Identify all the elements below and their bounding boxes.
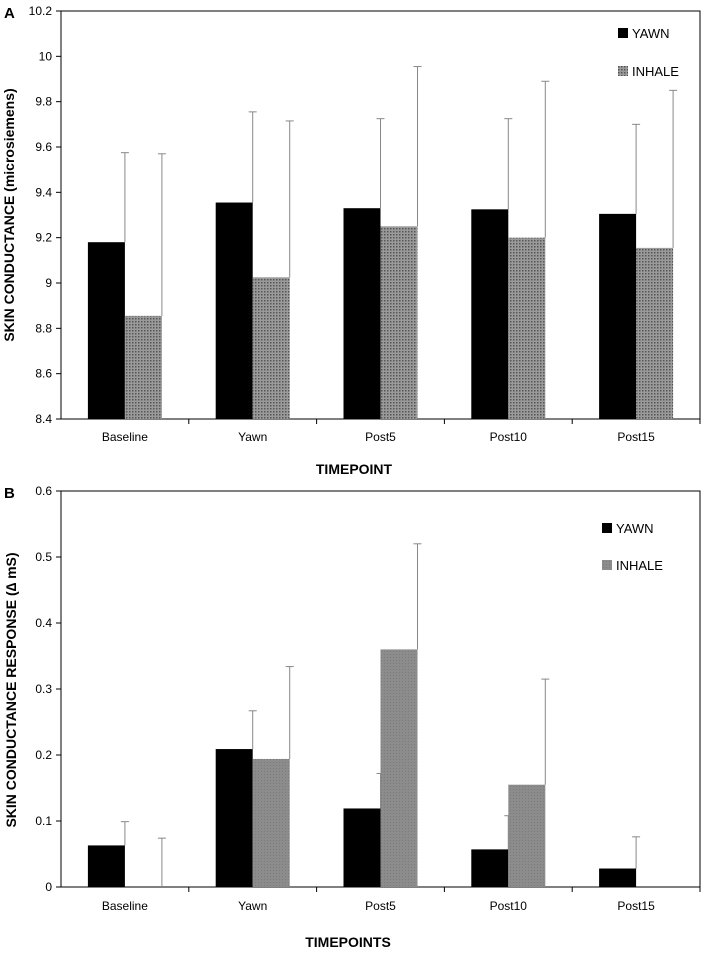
panel-b-bars — [87, 543, 641, 887]
panel-b-legend: YAWN INHALE — [602, 521, 663, 573]
x-tick-label: Post5 — [365, 899, 396, 913]
y-tick-label: 8.8 — [35, 321, 52, 335]
bar-yawn-post5 — [343, 808, 381, 887]
legend-swatch-inhale — [602, 560, 612, 570]
y-tick-label: 10 — [39, 49, 53, 63]
panel-b-x-title: TIMEPOINTS — [305, 934, 391, 950]
y-tick-label: 0.6 — [35, 484, 52, 498]
x-tick-label: Yawn — [238, 430, 267, 444]
bar-inhale-post15 — [636, 247, 674, 419]
x-tick-label: Post5 — [365, 430, 396, 444]
legend-swatch-inhale — [618, 66, 628, 76]
y-tick-label: 9.2 — [35, 231, 52, 245]
panel-b: B 0 0.1 0.2 0.3 0.4 0.5 0.6 Baseline Yawn Post5 Po… — [3, 484, 701, 950]
y-tick-label: 0.4 — [35, 616, 52, 630]
bar-yawn-post15 — [599, 213, 637, 419]
legend-swatch-yawn — [602, 523, 612, 533]
panel-b-y-title: SKIN CONDUCTANCE RESPONSE (∆ mS) — [3, 552, 19, 827]
legend-label-yawn: YAWN — [616, 521, 654, 536]
bar-yawn-post10 — [471, 849, 509, 887]
panel-b-letter: B — [4, 485, 15, 502]
x-tick-label: Baseline — [102, 899, 148, 913]
y-tick-label: 8.4 — [35, 412, 52, 426]
panel-a-y-title: SKIN CONDUCTANCE (microsiemens) — [1, 88, 17, 341]
bar-yawn-baseline — [87, 845, 125, 887]
panel-a-x-title: TIMEPOINT — [316, 461, 393, 477]
y-tick-label: 0.3 — [35, 682, 52, 696]
y-tick-label: 0 — [45, 880, 52, 894]
legend-swatch-yawn — [618, 28, 628, 38]
y-tick-label: 9.8 — [35, 95, 52, 109]
x-tick-label: Post15 — [617, 899, 655, 913]
y-tick-label: 9.4 — [35, 185, 52, 199]
x-tick-label: Baseline — [102, 430, 148, 444]
x-tick-label: Post10 — [490, 899, 528, 913]
y-tick-label: 9.6 — [35, 140, 52, 154]
bar-yawn-post10 — [471, 209, 509, 419]
bar-yawn-post5 — [343, 208, 381, 419]
legend-label-inhale: INHALE — [632, 64, 679, 79]
x-tick-label: Post15 — [617, 430, 655, 444]
y-tick-label: 10.2 — [29, 4, 53, 18]
panel-a-legend: YAWN INHALE — [618, 26, 679, 79]
y-tick-label: 8.6 — [35, 367, 52, 381]
panel-a-letter: A — [4, 5, 15, 22]
x-tick-label: Yawn — [238, 899, 267, 913]
y-tick-label: 0.1 — [35, 814, 52, 828]
bar-yawn-post15 — [599, 868, 637, 887]
bar-inhale-yawn — [252, 277, 290, 419]
panel-a-bars — [87, 66, 678, 419]
y-tick-label: 0.2 — [35, 748, 52, 762]
legend-label-yawn: YAWN — [632, 26, 670, 41]
bar-inhale-post10 — [508, 784, 546, 887]
bar-inhale-yawn — [252, 758, 290, 887]
y-tick-label: 0.5 — [35, 550, 52, 564]
bar-inhale-post10 — [508, 237, 546, 419]
y-tick-label: 9 — [45, 276, 52, 290]
bar-yawn-yawn — [215, 749, 253, 887]
bar-yawn-baseline — [87, 242, 125, 419]
panel-a: A 8.4 8.6 8.8 9 9.2 9.4 9.6 9.8 10 10.2 Baseline Ya… — [1, 4, 701, 477]
bar-inhale-post5 — [380, 649, 418, 887]
bar-yawn-yawn — [215, 202, 253, 419]
bar-inhale-post5 — [380, 226, 418, 419]
bar-inhale-baseline — [124, 315, 162, 419]
x-tick-label: Post10 — [490, 430, 528, 444]
legend-label-inhale: INHALE — [616, 558, 663, 573]
